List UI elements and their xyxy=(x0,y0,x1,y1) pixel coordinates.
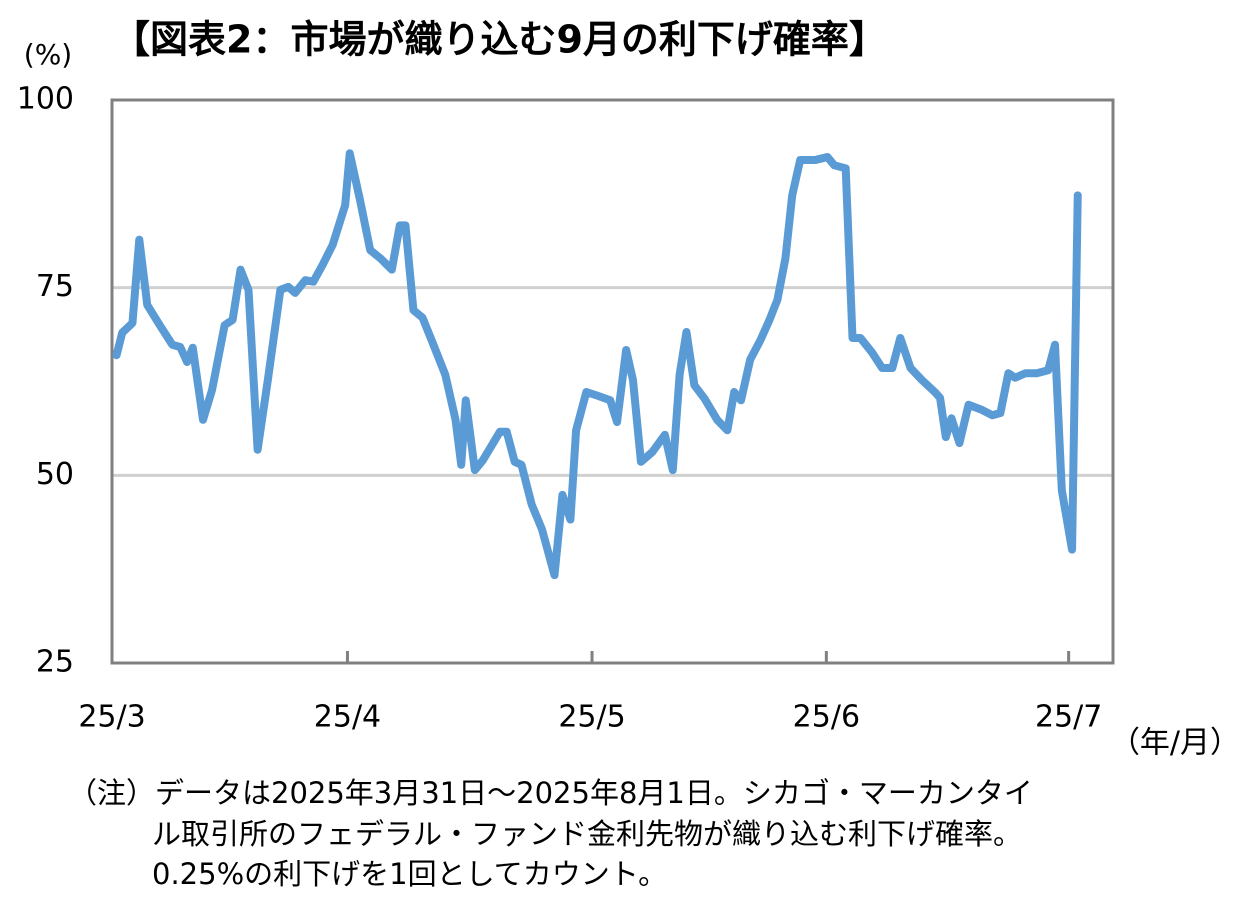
note-line: 0.25%の利下げを1回としてカウント。 xyxy=(152,857,667,891)
chart-title: 【図表2：市場が織り込む9月の利下げ確率】 xyxy=(112,18,887,62)
data-line xyxy=(112,149,1082,580)
y-tick-label: 100 xyxy=(17,82,74,117)
y-tick-label: 75 xyxy=(36,269,74,304)
x-tick-label: 25/5 xyxy=(558,700,625,735)
y-tick-label: 25 xyxy=(36,645,74,680)
x-tick-label: 25/4 xyxy=(314,700,381,735)
y-tick-label: 50 xyxy=(36,457,74,492)
x-tick-label: 25/3 xyxy=(78,700,145,735)
y-axis-label: (%) xyxy=(24,38,72,71)
x-axis-label: （年/月） xyxy=(1110,726,1238,761)
note-line: （注）データは2025年3月31日～2025年8月1日。シカゴ・マーカンタイ xyxy=(68,776,1033,810)
note-line: ル取引所のフェデラル・ファンド金利先物が織り込む利下げ確率。 xyxy=(152,817,1022,851)
x-tick-label: 25/7 xyxy=(1035,700,1102,735)
x-tick-label: 25/6 xyxy=(793,700,860,735)
plot-border xyxy=(110,98,1115,665)
